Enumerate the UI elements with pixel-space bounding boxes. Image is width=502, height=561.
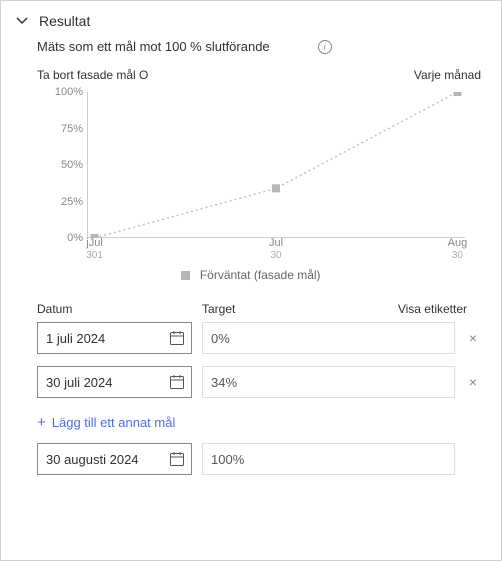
- y-tick-label: 50%: [51, 159, 83, 171]
- date-field[interactable]: 30 augusti 2024: [37, 443, 192, 475]
- y-tick-label: 25%: [51, 196, 83, 208]
- table-row-final: 30 augusti 2024 100%: [15, 443, 487, 475]
- chart-line: [87, 92, 465, 238]
- target-value: 0%: [211, 331, 230, 346]
- y-tick-label: 100%: [51, 86, 83, 98]
- y-tick-label: 0%: [51, 232, 83, 244]
- header: Resultat: [15, 13, 487, 29]
- x-tick-label: Jul30: [269, 237, 283, 262]
- plus-icon: +: [37, 414, 46, 431]
- remove-row-button[interactable]: ×: [465, 330, 481, 346]
- col-target: Target: [202, 302, 398, 316]
- legend-label: Förväntat (fasade mål): [200, 268, 321, 282]
- target-field[interactable]: 100%: [202, 443, 455, 475]
- legend-swatch-icon: [181, 271, 190, 280]
- remove-goals-link[interactable]: Ta bort fasade mål O: [37, 68, 148, 82]
- goal-chart: 0%25%50%75%100% jJul301Jul30Aug30: [51, 92, 465, 262]
- date-value: 30 augusti 2024: [46, 452, 169, 467]
- table-row: 30 juli 2024 34% ×: [15, 366, 487, 398]
- chart-legend: Förväntat (fasade mål): [15, 268, 487, 282]
- x-tick-label: jJul301: [86, 237, 103, 262]
- y-tick-label: 75%: [51, 123, 83, 135]
- info-icon[interactable]: i: [318, 40, 332, 54]
- col-date: Datum: [37, 302, 202, 316]
- table-header: Datum Target Visa etiketter: [15, 302, 487, 322]
- calendar-icon[interactable]: [169, 374, 185, 390]
- panel-title: Resultat: [39, 13, 90, 29]
- chevron-down-icon[interactable]: [15, 14, 29, 28]
- date-field[interactable]: 1 juli 2024: [37, 322, 192, 354]
- calendar-icon[interactable]: [169, 451, 185, 467]
- frequency-label: Varje månad: [414, 68, 481, 82]
- date-field[interactable]: 30 juli 2024: [37, 366, 192, 398]
- table-row: 1 juli 2024 0% ×: [15, 322, 487, 354]
- remove-row-button[interactable]: ×: [465, 374, 481, 390]
- subtitle: Mäts som ett mål mot 100 % slutförande i: [15, 39, 487, 54]
- target-field[interactable]: 34%: [202, 366, 455, 398]
- target-value: 34%: [211, 375, 237, 390]
- date-value: 30 juli 2024: [46, 375, 169, 390]
- x-tick-label: Aug30: [448, 237, 468, 262]
- calendar-icon[interactable]: [169, 330, 185, 346]
- target-value: 100%: [211, 452, 244, 467]
- col-labels: Visa etiketter: [398, 302, 467, 316]
- add-goal-label: Lägg till ett annat mål: [52, 415, 176, 430]
- add-goal-button[interactable]: + Lägg till ett annat mål: [15, 410, 487, 443]
- subtitle-text: Mäts som ett mål mot 100 % slutförande: [37, 39, 270, 54]
- target-field[interactable]: 0%: [202, 322, 455, 354]
- date-value: 1 juli 2024: [46, 331, 169, 346]
